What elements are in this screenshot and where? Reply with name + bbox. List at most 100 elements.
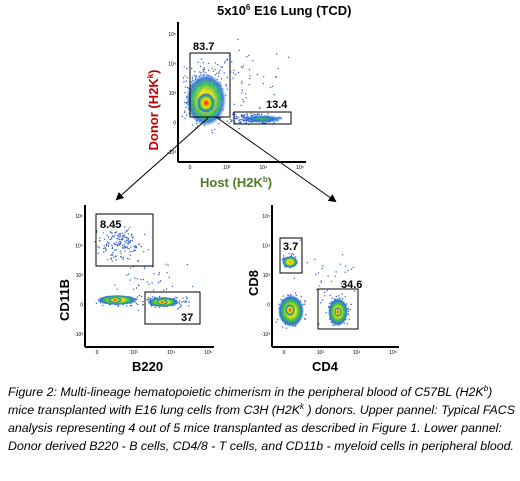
- bottom-left-event-dot: [192, 285, 194, 288]
- bottom-right-event-dot: [339, 263, 341, 265]
- bottom-left-event-dot: [126, 258, 129, 260]
- bottom-left-event-dot: [107, 245, 110, 247]
- top-panel-event-dot: [242, 98, 244, 101]
- bottom-left-event-dot: [107, 236, 110, 238]
- bottom-left-event-dot: [136, 296, 139, 298]
- top-panel-event-dot: [218, 75, 220, 77]
- arrow-to-right-panel: [215, 116, 337, 203]
- bottom-right-event-dot: [299, 239, 301, 241]
- top-panel-event-dot: [242, 65, 245, 67]
- bottom-left-event-dot: [131, 233, 133, 235]
- top-panel-event-dot: [191, 78, 194, 80]
- bottom-right-event-dot: [341, 293, 343, 295]
- bottom-left-event-dot: [109, 231, 112, 233]
- bottom-left-event-dot: [121, 247, 124, 249]
- bottom-right-event-dot: [288, 253, 290, 255]
- top-panel-event-dot: [202, 68, 204, 71]
- bottom-right-event-dot: [280, 299, 282, 301]
- bottom-left-event-dot: [137, 259, 139, 262]
- bottom-left-event-dot: [116, 234, 119, 236]
- bottom-left-event-dot: [134, 249, 137, 251]
- top-panel-event-dot: [224, 60, 226, 62]
- bottom-left-event-dot: [119, 241, 122, 243]
- top-panel-event-dot: [239, 121, 242, 123]
- bottom-left-event-dot: [179, 300, 181, 302]
- bottom-right-event-dot: [304, 300, 306, 302]
- bottom-left-event-dot: [158, 295, 161, 298]
- top-panel-event-dot: [214, 74, 217, 76]
- bottom-left-y-tick-label: -10³: [74, 332, 83, 338]
- bottom-right-event-dot: [352, 266, 354, 269]
- bottom-left-event-dot: [138, 285, 140, 287]
- top-panel-event-dot: [221, 66, 224, 68]
- top-panel-event-dot: [193, 74, 195, 77]
- top-panel-event-dot: [233, 103, 235, 106]
- top-panel-event-dot: [205, 71, 207, 74]
- bottom-right-density-neg-core: [285, 304, 295, 316]
- top-panel-event-dot: [259, 107, 261, 109]
- bottom-left-event-dot: [115, 259, 117, 261]
- bottom-left-event-dot: [123, 247, 125, 250]
- bottom-right-panel: CD8 CD4 10⁵ 10⁴ 10³ 0 -10³ 0 10³ 10⁴ 10⁵ 3.7 34…: [246, 205, 399, 374]
- bottom-left-x-tick-label: 0: [96, 350, 99, 356]
- bottom-left-event-dot: [120, 256, 123, 258]
- bottom-left-event-dot: [123, 236, 125, 238]
- bottom-left-gate-myeloid: [95, 213, 154, 267]
- top-panel-event-dot: [216, 63, 219, 66]
- top-panel-event-dot: [218, 71, 220, 73]
- bottom-left-event-dot: [133, 250, 135, 252]
- bottom-left-event-dot: [120, 232, 122, 235]
- top-panel-event-dot: [246, 114, 249, 116]
- top-panel-event-dot: [220, 66, 222, 68]
- bottom-left-event-dot: [105, 244, 108, 246]
- top-panel-event-dot: [211, 67, 213, 69]
- bottom-left-event-dot: [186, 297, 188, 300]
- bottom-right-gate-cd8-label: 3.7: [283, 241, 298, 253]
- bottom-left-event-dot: [118, 233, 121, 235]
- bottom-left-event-dot: [103, 251, 105, 253]
- top-panel-ylabel: Donor (H2Kk): [146, 69, 161, 150]
- bottom-right-event-dot: [344, 271, 346, 273]
- bottom-left-event-dot: [95, 302, 98, 304]
- top-panel-event-dot: [226, 88, 229, 91]
- bottom-right-event-dot: [294, 256, 297, 258]
- top-panel-x-tick-label: 10⁵: [296, 165, 304, 171]
- top-panel-x-tick-label: 0: [189, 165, 192, 171]
- top-panel-event-dot: [212, 70, 214, 72]
- top-panel-gate-donor: [189, 52, 231, 118]
- bottom-left-event-dot: [153, 273, 155, 275]
- top-panel-event-dot: [197, 61, 199, 63]
- bottom-left-event-dot: [113, 224, 116, 226]
- bottom-left-event-dot: [103, 245, 105, 247]
- top-panel-event-dot: [236, 117, 239, 120]
- top-panel-event-dot: [248, 84, 250, 86]
- bottom-left-event-dot: [129, 254, 131, 257]
- bottom-right-event-dot: [323, 291, 326, 293]
- top-panel-event-dot: [211, 129, 213, 131]
- bottom-left-event-dot: [151, 282, 153, 284]
- top-panel-event-dot: [260, 113, 263, 116]
- bottom-left-event-dot: [142, 278, 145, 281]
- bottom-right-event-dot: [335, 295, 337, 298]
- bottom-left-event-dot: [118, 238, 121, 240]
- bottom-left-event-dot: [126, 246, 128, 248]
- top-panel-density-host: [240, 115, 284, 123]
- bottom-right-event-dot: [353, 290, 356, 292]
- bottom-right-x-tick-label: 10³: [317, 350, 325, 356]
- bottom-left-event-dot: [188, 305, 190, 307]
- bottom-right-event-dot: [338, 295, 340, 297]
- top-panel-event-dot: [203, 67, 205, 69]
- top-panel-event-dot: [245, 93, 247, 95]
- bottom-left-event-dot: [122, 256, 125, 259]
- top-panel-y-tick-label: -10³: [167, 150, 176, 156]
- caption-text: Figure 2: Multi-lineage hematopoietic ch…: [8, 383, 516, 455]
- bottom-left-event-dot: [134, 245, 137, 247]
- bottom-left-event-dot: [177, 308, 179, 310]
- bottom-right-ylabel: CD8: [246, 270, 261, 296]
- bottom-left-y-tick-label: 10⁵: [75, 214, 83, 220]
- bottom-right-event-dot: [282, 295, 284, 297]
- bottom-left-event-dot: [114, 284, 116, 286]
- top-panel-event-dot: [263, 76, 265, 78]
- bottom-right-density-cd4-core: [334, 307, 342, 317]
- top-panel-event-dot: [184, 75, 186, 77]
